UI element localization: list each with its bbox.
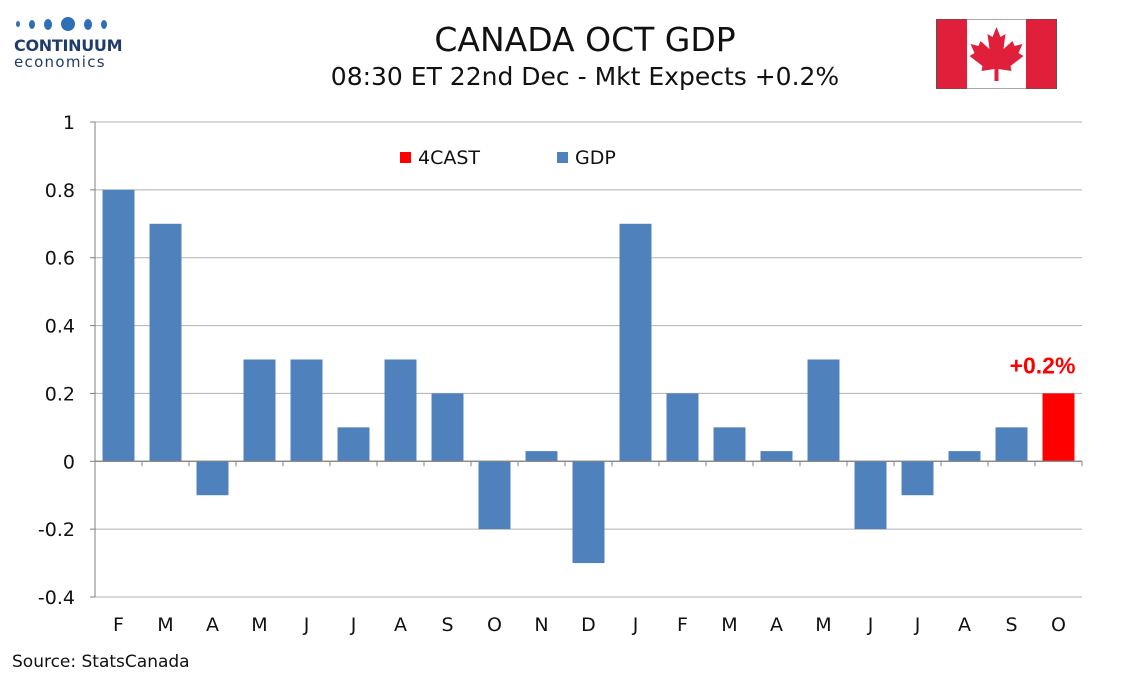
logo-brand: CONTINUUM (14, 36, 123, 55)
gdp-bar (948, 451, 981, 462)
tick-labels: -0.4 -0.2 0 0.2 0.4 0.6 0.8 1 F M A M J J A S O N D J F M A M J J… (38, 112, 1076, 636)
gdp-bar (901, 461, 934, 496)
x-tick-label: M (815, 614, 831, 636)
gdp-bar (995, 427, 1028, 462)
x-tick-label: D (581, 614, 596, 636)
axes (90, 121, 1083, 598)
x-tick-label: A (394, 614, 407, 636)
source-note: Source: StatsCanada (12, 652, 190, 672)
x-tick-label: S (1005, 614, 1017, 636)
x-tick-label: A (958, 614, 971, 636)
canada-flag-icon (936, 19, 1057, 89)
y-tick-label: 0.4 (45, 316, 75, 338)
chart-title: CANADA OCT GDP (434, 20, 736, 59)
gdp-bar (196, 461, 229, 496)
y-tick-label: 0 (63, 451, 75, 473)
gdp-bar (337, 427, 370, 462)
y-tick-label: 0.6 (45, 248, 75, 270)
gdp-bar (384, 359, 417, 462)
x-tick-label: M (157, 614, 173, 636)
gdp-bar (713, 427, 746, 462)
x-tick-label: M (251, 614, 267, 636)
logo-dots-icon (16, 14, 144, 34)
bars (102, 189, 1075, 564)
forecast-annotation: +0.2% (1010, 352, 1076, 378)
y-tick-label: 0.2 (45, 383, 75, 405)
legend: 4CAST GDP (400, 147, 616, 169)
gdp-bar (478, 461, 511, 530)
y-tick-label: -0.4 (38, 587, 75, 609)
x-tick-label: A (770, 614, 783, 636)
gdp-bar (431, 393, 464, 462)
x-tick-label: O (1051, 614, 1066, 636)
x-tick-label: J (303, 614, 310, 636)
x-tick-label: S (441, 614, 453, 636)
gdp-bar (760, 451, 793, 462)
gdp-bar (290, 359, 323, 462)
chart-subtitle: 08:30 ET 22nd Dec - Mkt Expects +0.2% (330, 62, 840, 91)
x-tick-label: A (206, 614, 219, 636)
y-tick-label: 0.8 (45, 180, 75, 202)
gdp-bar (807, 359, 840, 462)
x-tick-label: F (677, 614, 688, 636)
x-tick-label: N (534, 614, 548, 636)
gdp-bar (102, 189, 135, 462)
x-tick-label: J (350, 614, 357, 636)
legend-label: GDP (575, 147, 616, 169)
legend-swatch (400, 152, 411, 163)
forecast-bar (1042, 393, 1075, 462)
gdp-bar (243, 359, 276, 462)
gdp-bar (854, 461, 887, 530)
legend-label: 4CAST (418, 147, 480, 169)
gdp-bar (666, 393, 699, 462)
x-tick-label: O (487, 614, 502, 636)
x-tick-label: J (914, 614, 921, 636)
gdp-bar (525, 451, 558, 462)
x-tick-label: F (113, 614, 124, 636)
x-tick-label: J (867, 614, 874, 636)
gdp-bar (572, 461, 605, 564)
x-tick-label: J (632, 614, 639, 636)
gdp-bar (149, 223, 182, 462)
legend-swatch (557, 152, 568, 163)
y-tick-label: -0.2 (38, 519, 75, 541)
x-tick-label: M (721, 614, 737, 636)
gdp-bar (619, 223, 652, 462)
y-tick-label: 1 (63, 112, 75, 134)
continuum-logo: CONTINUUM economics (14, 14, 144, 71)
logo-sub: economics (14, 53, 106, 71)
